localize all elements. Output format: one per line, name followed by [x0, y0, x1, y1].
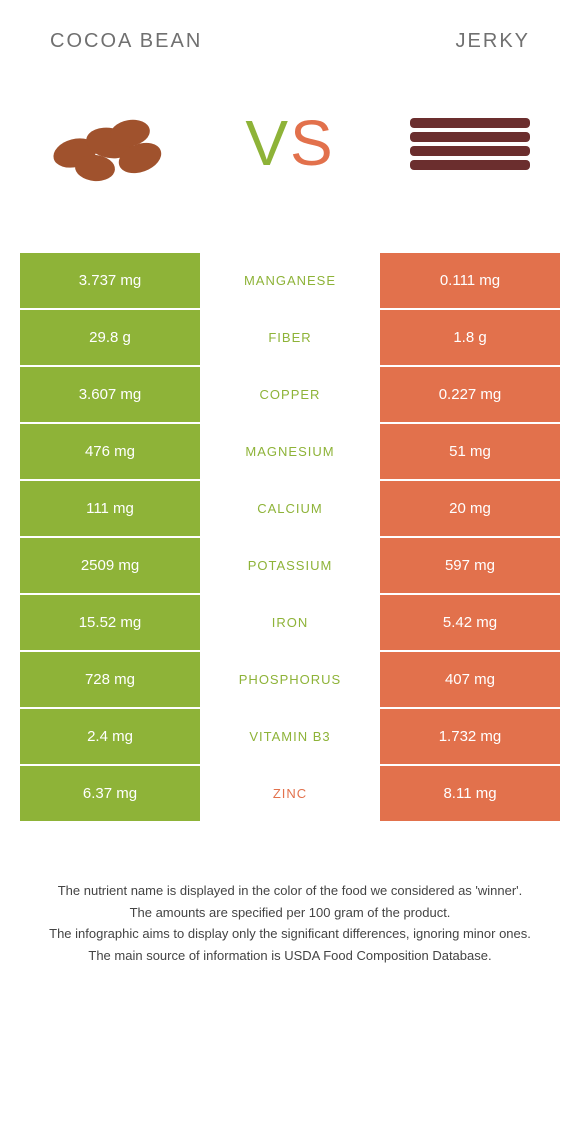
nutrient-name-cell: MAGNESIUM — [200, 424, 380, 479]
footer-line-2: The amounts are specified per 100 gram o… — [30, 903, 550, 923]
table-row: 15.52 mgIRON5.42 mg — [20, 595, 560, 650]
cocoa-bean-image — [40, 93, 180, 193]
nutrient-name-cell: MANGANESE — [200, 253, 380, 308]
nutrient-name-cell: POTASSIUM — [200, 538, 380, 593]
nutrient-name-cell: FIBER — [200, 310, 380, 365]
left-food-title: COCOA BEAN — [50, 30, 202, 53]
left-value-cell: 111 mg — [20, 481, 200, 536]
nutrient-name-cell: VITAMIN B3 — [200, 709, 380, 764]
vs-s-letter: S — [290, 107, 335, 179]
right-value-cell: 8.11 mg — [380, 766, 560, 821]
nutrient-name-cell: CALCIUM — [200, 481, 380, 536]
right-value-cell: 0.111 mg — [380, 253, 560, 308]
nutrient-name-cell: IRON — [200, 595, 380, 650]
footer-line-4: The main source of information is USDA F… — [30, 946, 550, 966]
vs-label: VS — [245, 106, 334, 180]
left-value-cell: 15.52 mg — [20, 595, 200, 650]
table-row: 2509 mgPOTASSIUM597 mg — [20, 538, 560, 593]
right-value-cell: 5.42 mg — [380, 595, 560, 650]
table-row: 6.37 mgZINC8.11 mg — [20, 766, 560, 821]
left-value-cell: 2509 mg — [20, 538, 200, 593]
table-row: 111 mgCALCIUM20 mg — [20, 481, 560, 536]
jerky-image — [400, 93, 540, 193]
table-row: 476 mgMAGNESIUM51 mg — [20, 424, 560, 479]
vs-v-letter: V — [245, 107, 290, 179]
left-value-cell: 3.607 mg — [20, 367, 200, 422]
nutrient-name-cell: COPPER — [200, 367, 380, 422]
left-value-cell: 6.37 mg — [20, 766, 200, 821]
nutrient-name-cell: ZINC — [200, 766, 380, 821]
table-row: 3.737 mgMANGANESE0.111 mg — [20, 253, 560, 308]
left-value-cell: 3.737 mg — [20, 253, 200, 308]
table-row: 29.8 gFIBER1.8 g — [20, 310, 560, 365]
right-value-cell: 1.732 mg — [380, 709, 560, 764]
table-row: 2.4 mgVITAMIN B31.732 mg — [20, 709, 560, 764]
right-value-cell: 0.227 mg — [380, 367, 560, 422]
right-value-cell: 597 mg — [380, 538, 560, 593]
left-value-cell: 2.4 mg — [20, 709, 200, 764]
footer-line-1: The nutrient name is displayed in the co… — [30, 881, 550, 901]
right-value-cell: 407 mg — [380, 652, 560, 707]
left-value-cell: 728 mg — [20, 652, 200, 707]
images-row: VS — [0, 63, 580, 233]
header: COCOA BEAN JERKY — [0, 0, 580, 63]
footer-line-3: The infographic aims to display only the… — [30, 924, 550, 944]
left-value-cell: 29.8 g — [20, 310, 200, 365]
right-value-cell: 20 mg — [380, 481, 560, 536]
right-value-cell: 51 mg — [380, 424, 560, 479]
nutrient-table: 3.737 mgMANGANESE0.111 mg29.8 gFIBER1.8 … — [20, 253, 560, 821]
left-value-cell: 476 mg — [20, 424, 200, 479]
footer-notes: The nutrient name is displayed in the co… — [0, 881, 580, 965]
nutrient-name-cell: PHOSPHORUS — [200, 652, 380, 707]
right-food-title: JERKY — [456, 30, 530, 53]
table-row: 3.607 mgCOPPER0.227 mg — [20, 367, 560, 422]
right-value-cell: 1.8 g — [380, 310, 560, 365]
table-row: 728 mgPHOSPHORUS407 mg — [20, 652, 560, 707]
